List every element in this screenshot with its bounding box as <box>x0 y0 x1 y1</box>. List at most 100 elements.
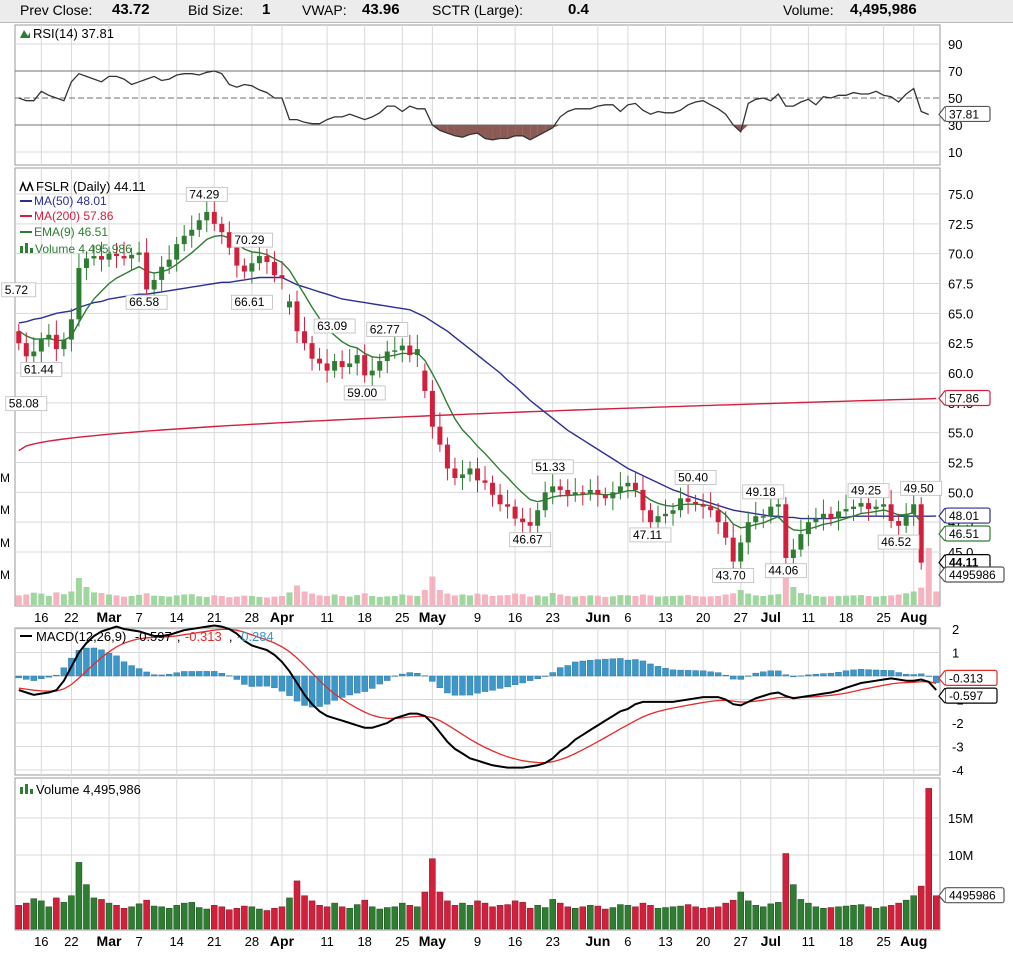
candle-body <box>693 501 699 505</box>
macd-histogram-bar <box>790 675 797 678</box>
macd-histogram-bar <box>308 675 316 708</box>
volume-panel-icon <box>20 784 33 794</box>
macd-histogram-bar <box>105 652 113 677</box>
rsi-oversold-fill <box>454 125 463 138</box>
price-y-tick: 55.0 <box>948 426 973 441</box>
overlay-volume-bar <box>354 595 361 605</box>
overlay-volume-bar <box>512 593 519 605</box>
volume-bar <box>684 904 692 930</box>
volume-bar <box>519 902 526 930</box>
macd-histogram-bar <box>534 675 541 679</box>
price-annotation-label: 70.29 <box>234 233 264 247</box>
volume-bar <box>722 902 729 930</box>
volume-bar <box>429 858 436 930</box>
overlay-volume-bar <box>827 596 834 605</box>
volume-bar <box>135 903 143 930</box>
volume-bar <box>820 908 827 930</box>
candle-body <box>820 513 826 519</box>
macd-histogram-bar <box>910 674 917 677</box>
candle-body <box>324 363 330 371</box>
macd-histogram-bar <box>451 675 459 696</box>
overlay-volume-bar <box>106 594 113 605</box>
sctr-label: SCTR (Large): <box>432 2 524 18</box>
candle-body <box>625 482 631 487</box>
price-x-label: 28 <box>245 610 259 625</box>
price-annotation-label: 62.77 <box>370 323 400 337</box>
overlay-volume-bar <box>700 596 707 605</box>
volume-bar <box>323 906 331 930</box>
overlay-volume-bar <box>466 595 473 605</box>
volume-bar <box>158 906 165 930</box>
macd-histogram-bar <box>609 658 617 677</box>
volume-bar <box>609 907 617 930</box>
overlay-volume-bar <box>782 574 789 605</box>
candle-body <box>760 516 766 518</box>
overlay-volume-bar <box>895 594 902 605</box>
macd-histogram-bar <box>639 660 647 677</box>
volume-bar <box>248 906 256 930</box>
volume-header-value: 4,495,986 <box>850 1 917 18</box>
candle-body <box>520 518 526 523</box>
overlay-volume-bar <box>263 597 270 605</box>
candle-body <box>271 262 277 276</box>
price-annotation: 46.52 <box>877 534 920 550</box>
volume-bar <box>880 906 887 930</box>
candle-body <box>98 256 104 260</box>
rsi-oversold-fill <box>500 125 508 139</box>
macd-histogram-bar <box>414 673 421 677</box>
rsi-value-tag: 37.81 <box>938 105 991 123</box>
candle-body <box>61 339 67 350</box>
candle-body <box>384 351 390 362</box>
candle-legend-icon <box>19 180 34 192</box>
overlay-volume-bar <box>692 596 699 605</box>
macd-histogram-bar <box>707 671 714 677</box>
candle-body <box>843 509 849 512</box>
candle-body <box>181 235 187 245</box>
overlay-volume-bar <box>429 576 436 605</box>
macd-histogram-bar <box>444 675 451 694</box>
macd-histogram-bar <box>173 672 180 677</box>
overlay-volume-bar <box>181 594 188 605</box>
volume-bar <box>286 897 293 930</box>
candle-body <box>678 498 684 511</box>
volume-bar <box>474 900 481 930</box>
overlay-volume-bar <box>444 593 451 605</box>
overlay-volume-bar <box>324 596 331 605</box>
volume-x-label: 11 <box>802 934 816 949</box>
volume-bar <box>384 907 391 930</box>
overlay-volume-bar <box>361 593 368 605</box>
rsi-oversold-fill <box>439 125 448 134</box>
volume-bar <box>925 788 932 930</box>
overlay-volume-bar <box>933 591 940 605</box>
volume-bar <box>308 900 316 930</box>
macd-legend: MACD(12,26,9) -0.597, -0.313, -0.284 <box>20 629 274 644</box>
macd-histogram-bar <box>15 675 22 679</box>
overlay-volume-bar <box>346 596 353 605</box>
macd-histogram-bar <box>474 675 481 694</box>
volume-bar <box>211 905 218 930</box>
candle-body <box>31 351 37 357</box>
volume-bar <box>278 906 286 930</box>
volume-bar <box>654 908 662 930</box>
overlay-volume-bar <box>542 596 549 605</box>
candle-body <box>204 211 210 221</box>
price-x-label: 9 <box>474 610 481 625</box>
overlay-volume-bar <box>113 595 120 605</box>
overlay-volume-bar <box>482 594 489 605</box>
overlay-volume-bar <box>128 596 135 605</box>
price-annotation-label: 46.67 <box>513 533 543 547</box>
candle-body <box>422 370 428 391</box>
svg-text:,: , <box>177 629 181 644</box>
price-x-label: 11 <box>802 610 816 625</box>
macd-histogram-bar <box>767 670 774 677</box>
macd-histogram-bar <box>120 661 128 677</box>
volume-bar <box>143 899 150 930</box>
volume-y-tick: 10M <box>948 848 973 863</box>
macd-histogram-bar <box>376 675 383 685</box>
volume-bar <box>782 853 790 930</box>
macd-histogram-bar <box>820 673 827 677</box>
macd-histogram-bar <box>872 669 880 677</box>
volume-bar <box>805 902 812 930</box>
overlay-volume-bar <box>587 595 594 605</box>
